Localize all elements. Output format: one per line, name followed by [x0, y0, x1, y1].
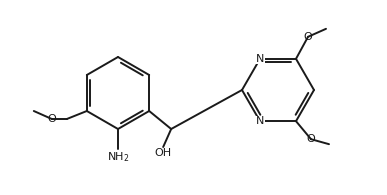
Text: O: O	[307, 134, 315, 144]
Text: N: N	[256, 116, 264, 126]
Text: O: O	[48, 114, 56, 124]
Text: OH: OH	[155, 148, 172, 158]
Text: N: N	[256, 54, 264, 64]
Text: O: O	[304, 32, 312, 42]
Text: NH$_2$: NH$_2$	[107, 150, 129, 164]
